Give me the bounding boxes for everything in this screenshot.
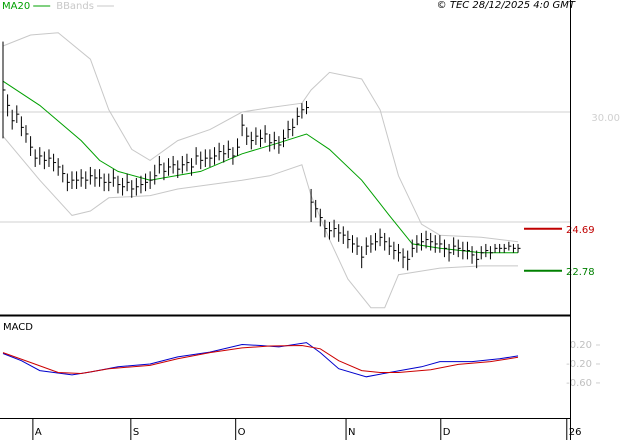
level-label: 24.69 (566, 225, 595, 236)
bband-upper (2, 32, 519, 243)
x-tick-label: N (348, 427, 355, 438)
x-tick-label: S (133, 427, 139, 438)
macd-line (2, 344, 519, 375)
bband-lower (2, 135, 518, 309)
x-tick-label: A (35, 427, 42, 438)
legend-label: MA20 (2, 1, 30, 12)
macd-title: MACD (3, 322, 33, 333)
x-tick-label: O (238, 427, 246, 438)
x-tick-label: D (443, 427, 451, 438)
level-label-bg (564, 264, 620, 277)
y-tick-label: 30.00 (591, 113, 620, 124)
level-label-bg (564, 222, 620, 235)
y-tick-label: -0.20 (566, 359, 592, 370)
level-label: 22.78 (566, 267, 595, 278)
legend-label: BBands (56, 1, 94, 12)
source-note: © TEC 28/12/2025 4:0 GMT (437, 0, 576, 11)
x-tick-label: 26 (569, 427, 582, 438)
y-tick-label: 0.20 (570, 340, 592, 351)
y-tick-label: -0.60 (566, 378, 592, 389)
